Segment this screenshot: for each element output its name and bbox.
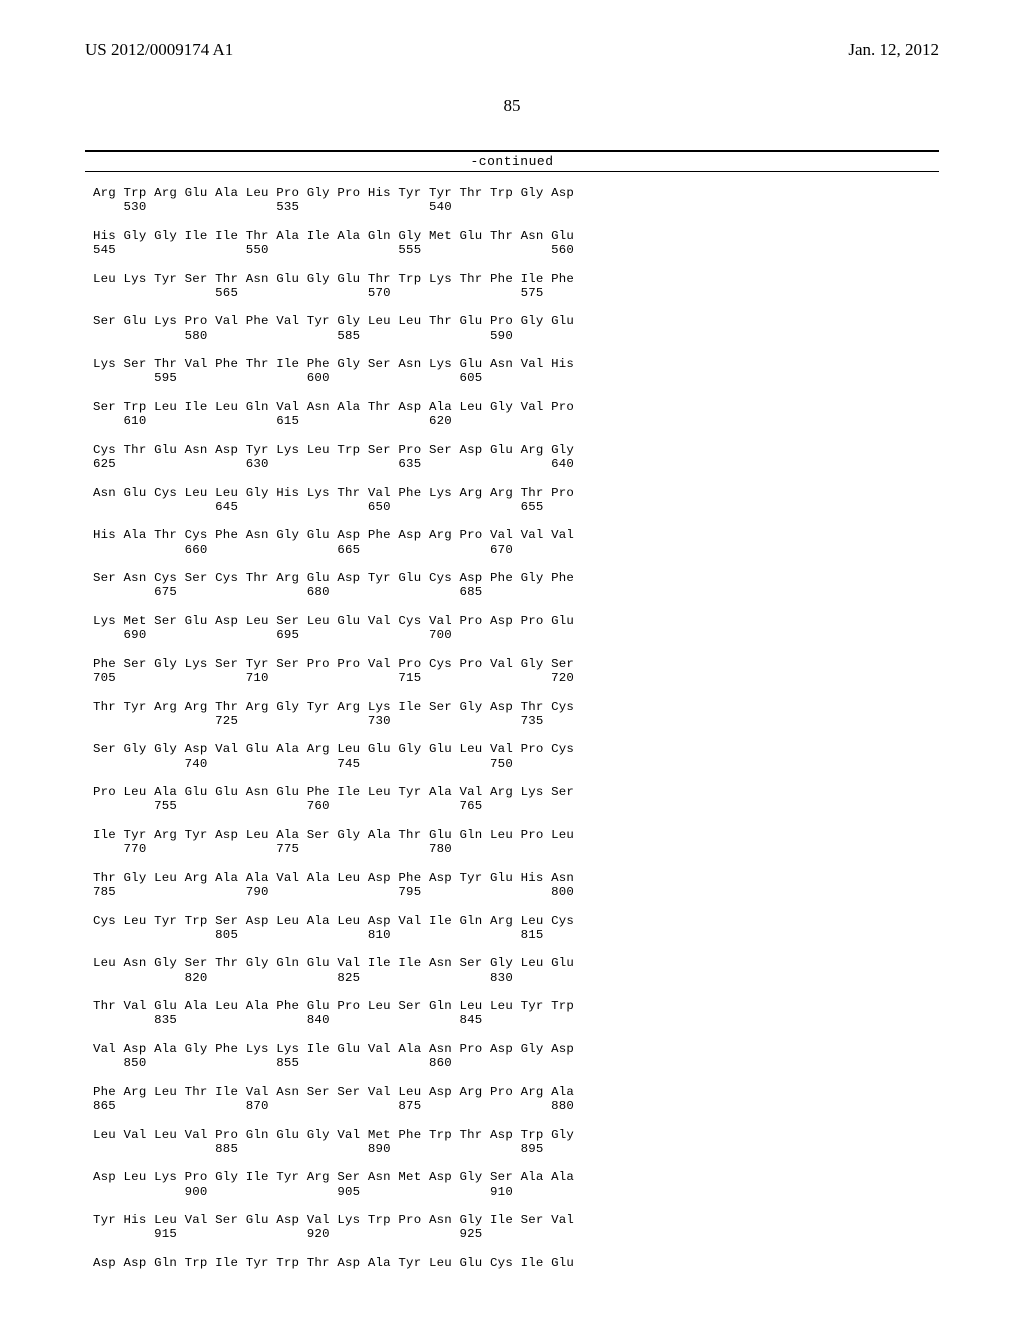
sequence-listing: Arg Trp Arg Glu Ala Leu Pro Gly Pro His …	[93, 186, 939, 1270]
rule-top	[85, 150, 939, 152]
page-number: 85	[85, 96, 939, 116]
rule-thin	[85, 171, 939, 172]
page: US 2012/0009174 A1 Jan. 12, 2012 85 -con…	[0, 0, 1024, 1320]
continued-label: -continued	[85, 154, 939, 169]
page-header: US 2012/0009174 A1 Jan. 12, 2012	[85, 40, 939, 60]
publication-date: Jan. 12, 2012	[848, 40, 939, 60]
publication-number: US 2012/0009174 A1	[85, 40, 233, 60]
